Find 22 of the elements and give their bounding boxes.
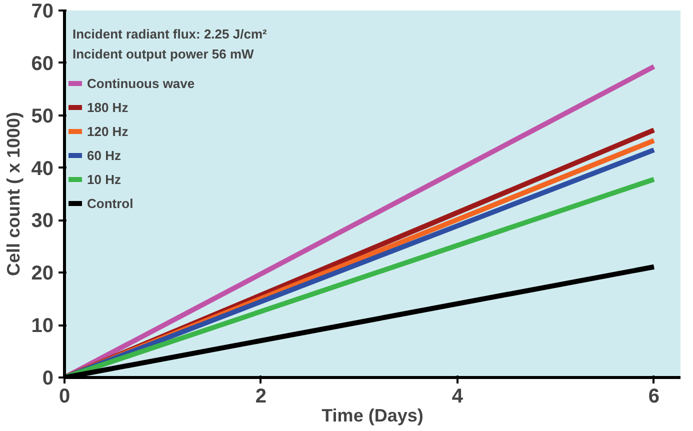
- x-tick-label: 4: [452, 386, 464, 408]
- x-tick-label: 2: [255, 386, 267, 408]
- legend-label: 60 Hz: [87, 148, 121, 162]
- y-axis-title: Cell count ( x 1000): [3, 112, 24, 276]
- annotation: Incident output power 56 mW: [72, 46, 255, 62]
- x-axis-title: Time (Days): [322, 406, 424, 426]
- legend-label: Control: [87, 196, 134, 210]
- annotation: Incident radiant flux: 2.25 J/cm²: [72, 26, 268, 42]
- legend-label: 10 Hz: [87, 172, 121, 186]
- x-tick-label: 6: [648, 386, 660, 408]
- legend-label: 180 Hz: [87, 100, 128, 114]
- x-tick-label: 0: [58, 386, 70, 408]
- y-tick-label: 0: [42, 368, 54, 390]
- y-tick-label: 60: [31, 52, 54, 75]
- legend-label: 120 Hz: [87, 124, 128, 138]
- legend-label: Continuous wave: [87, 76, 195, 90]
- y-tick-label: 70: [31, 0, 54, 22]
- y-tick-label: 20: [31, 262, 54, 285]
- y-tick-label: 50: [31, 105, 54, 128]
- y-tick-label: 30: [31, 210, 54, 232]
- y-tick-label: 10: [31, 315, 54, 338]
- y-tick-label: 40: [31, 158, 54, 180]
